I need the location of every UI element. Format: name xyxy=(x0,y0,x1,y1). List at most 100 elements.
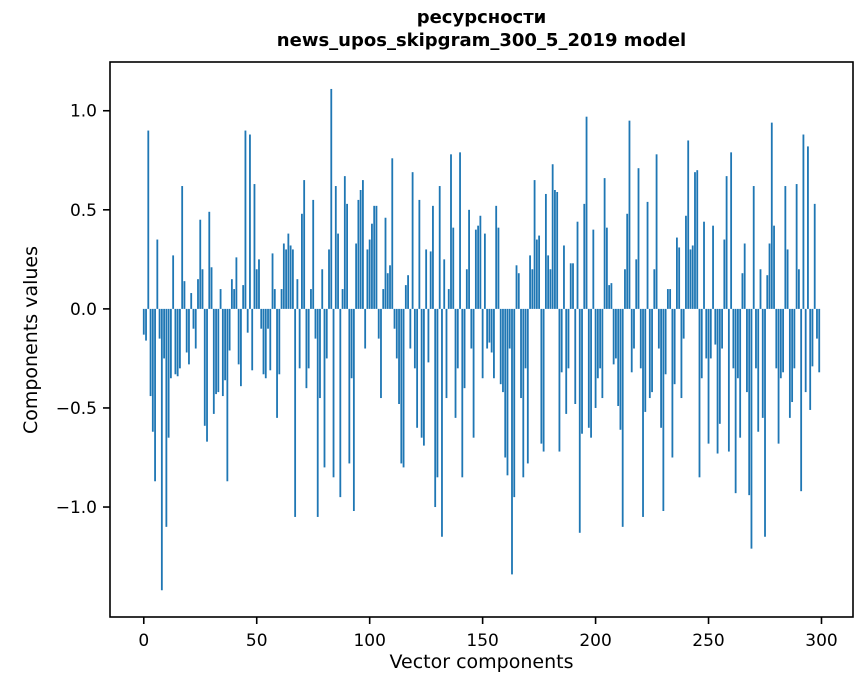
y-tick-label: −1.0 xyxy=(56,498,97,518)
bar xyxy=(635,259,638,309)
bar xyxy=(617,308,620,406)
bar xyxy=(393,308,396,329)
x-tick-label: 250 xyxy=(692,631,724,651)
bar xyxy=(538,235,541,309)
bar xyxy=(757,308,760,432)
bar xyxy=(402,308,405,468)
bar xyxy=(569,263,572,309)
bar xyxy=(470,308,473,349)
bar xyxy=(734,308,737,494)
bar xyxy=(418,199,421,309)
bar xyxy=(678,247,681,309)
bar xyxy=(192,308,195,329)
bar xyxy=(156,239,159,309)
bar xyxy=(258,259,260,309)
bar xyxy=(352,308,355,511)
bar xyxy=(542,308,545,452)
bar xyxy=(312,199,315,309)
bar xyxy=(504,308,507,458)
bar xyxy=(459,152,461,309)
bar xyxy=(788,308,791,418)
bar xyxy=(481,308,484,379)
bar xyxy=(811,308,814,367)
bar xyxy=(450,154,452,309)
bar xyxy=(490,308,493,353)
bar xyxy=(748,308,751,496)
bar xyxy=(429,251,432,309)
bar xyxy=(777,308,780,444)
bar xyxy=(357,199,360,309)
bar xyxy=(725,176,728,309)
bar xyxy=(176,308,179,377)
bar xyxy=(508,308,511,349)
bar xyxy=(219,289,222,309)
bar xyxy=(522,308,525,478)
bar xyxy=(563,245,565,309)
bar xyxy=(795,184,798,309)
bar xyxy=(662,308,665,511)
bar xyxy=(343,176,346,309)
bar xyxy=(240,308,242,387)
bar xyxy=(321,269,324,309)
bar xyxy=(802,134,805,309)
bar xyxy=(151,308,154,432)
bar xyxy=(420,308,423,438)
bar xyxy=(280,289,283,309)
bar xyxy=(770,122,773,309)
bar xyxy=(425,249,428,309)
bar xyxy=(289,245,292,309)
bar xyxy=(413,308,416,369)
bar xyxy=(194,308,197,349)
bar xyxy=(703,221,705,309)
bar xyxy=(316,308,319,517)
bar xyxy=(391,158,394,309)
bar xyxy=(807,146,809,309)
bar xyxy=(506,308,509,476)
bar xyxy=(479,215,482,309)
bar xyxy=(567,308,570,369)
bar xyxy=(551,164,554,309)
bar xyxy=(228,308,231,351)
y-tick-label: 0.0 xyxy=(70,300,97,320)
bar xyxy=(660,308,662,428)
bar xyxy=(215,308,217,395)
bar xyxy=(718,308,721,424)
bar xyxy=(576,221,579,309)
bar xyxy=(782,308,784,373)
bar xyxy=(766,275,769,309)
bar xyxy=(547,255,550,309)
bar xyxy=(813,203,816,309)
bar xyxy=(793,308,796,369)
bar xyxy=(167,308,170,438)
bar xyxy=(750,308,753,549)
bar xyxy=(282,243,285,309)
bar xyxy=(642,308,644,517)
bar xyxy=(601,308,604,399)
bar xyxy=(574,308,577,404)
bar xyxy=(639,308,642,369)
bar xyxy=(800,308,803,492)
bar xyxy=(556,191,559,309)
bar xyxy=(165,308,168,527)
bar xyxy=(386,273,389,309)
bar xyxy=(529,255,531,309)
bar xyxy=(472,308,475,438)
bar xyxy=(334,186,337,309)
bar xyxy=(371,223,373,309)
bar xyxy=(497,227,500,309)
chart-title-word: ресурсности xyxy=(416,7,547,28)
bar xyxy=(269,308,272,371)
bar xyxy=(755,308,757,369)
bar xyxy=(499,308,502,385)
bar xyxy=(673,308,676,385)
bar xyxy=(732,308,735,369)
bar xyxy=(759,269,762,309)
bar xyxy=(264,308,267,379)
bar xyxy=(172,255,175,309)
bar xyxy=(454,308,457,418)
bar xyxy=(746,308,748,393)
bar xyxy=(373,205,376,309)
bar xyxy=(260,308,263,329)
bar xyxy=(296,279,299,309)
